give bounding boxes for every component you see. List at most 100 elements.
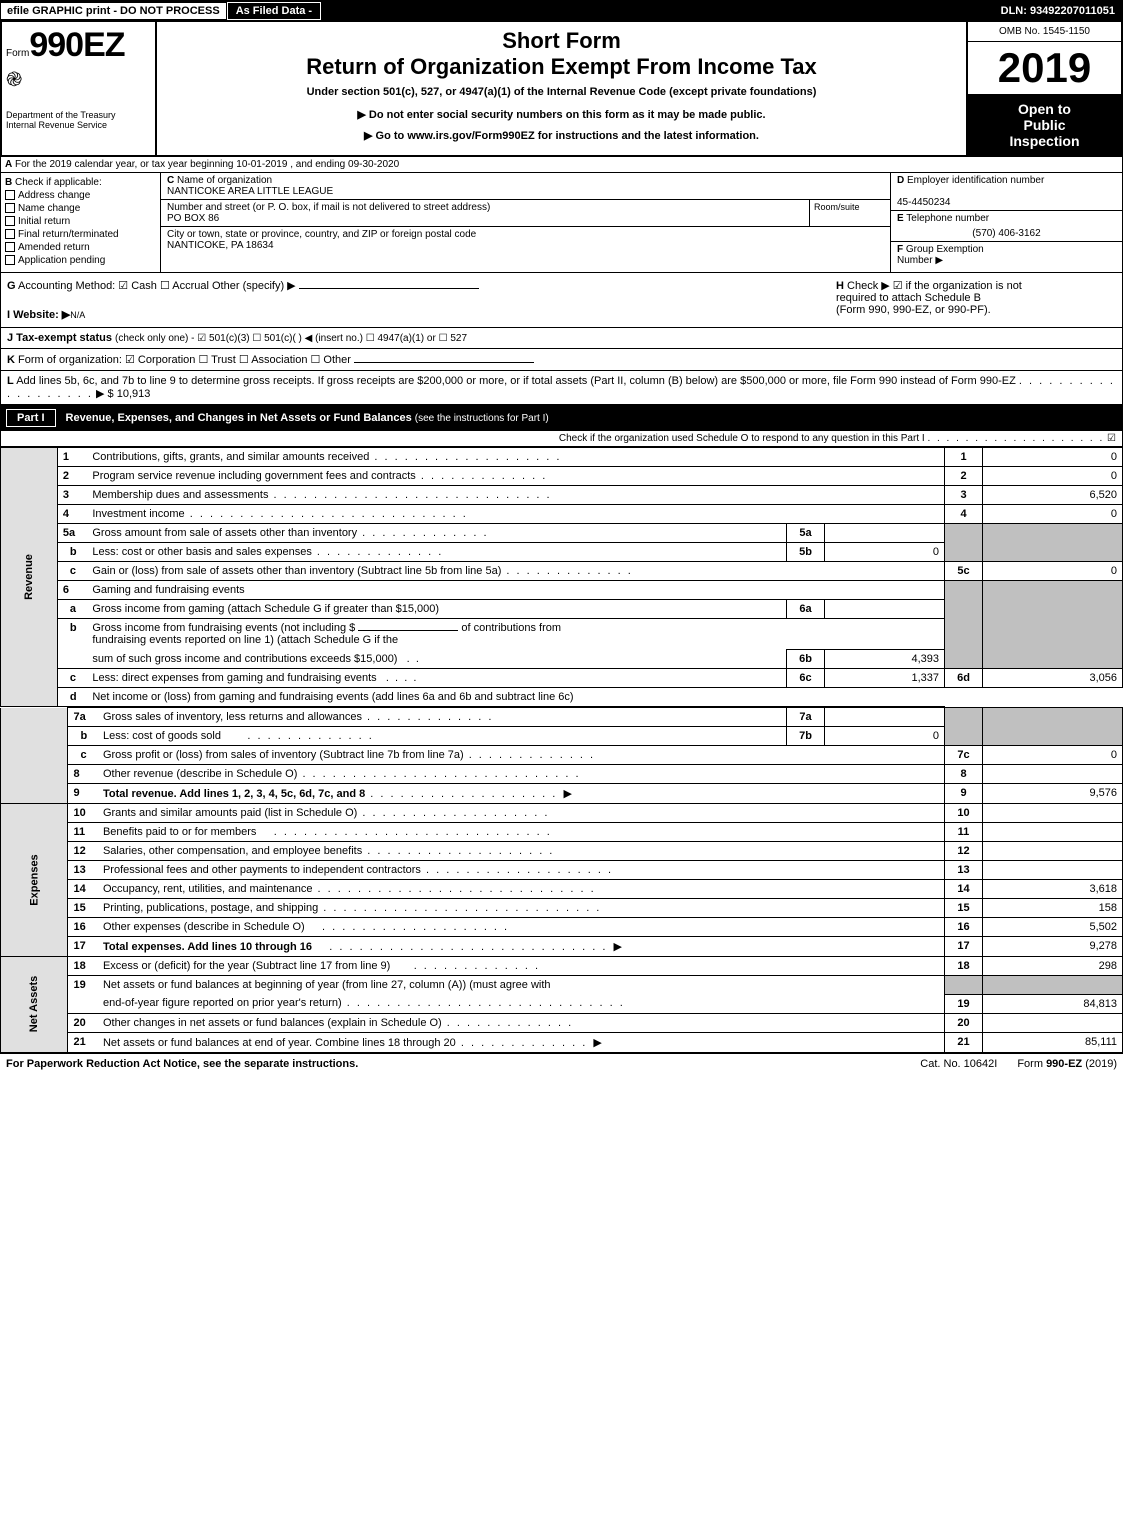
line-value: 84,813 [983, 994, 1123, 1013]
line-desc: end-of-year figure reported on prior yea… [98, 994, 945, 1013]
section-k: K Form of organization: ☑ Corporation ☐ … [0, 349, 1123, 371]
section-b: B Check if applicable: Address change Na… [1, 173, 161, 272]
shaded-cell [945, 524, 983, 562]
form-top: Form 990EZ ֎ Department of the Treasury … [0, 22, 1123, 157]
table-row: 12 Salaries, other compensation, and emp… [1, 842, 1123, 861]
group-number-label: Number ▶ [897, 255, 943, 266]
line-desc: Net assets or fund balances at end of ye… [98, 1032, 945, 1052]
line-desc: Net income or (loss) from gaming and fun… [87, 688, 944, 707]
line-desc: Other changes in net assets or fund bala… [98, 1013, 945, 1032]
col-num: 17 [945, 937, 983, 957]
line-num: a [57, 600, 87, 619]
line-desc: Gross income from fundraising events (no… [87, 619, 944, 650]
line-value: 298 [983, 957, 1123, 976]
other-specify-blank[interactable] [299, 288, 479, 289]
section-d: D Employer identification number 45-4450… [891, 173, 1122, 211]
part1-title: Revenue, Expenses, and Changes in Net As… [66, 412, 549, 424]
line-desc: Gross sales of inventory, less returns a… [98, 708, 787, 727]
form-number: 990EZ [29, 26, 124, 65]
ssn-note: ▶ Do not enter social security numbers o… [163, 108, 960, 121]
col-num: 9 [945, 784, 983, 804]
section-bcdef: B Check if applicable: Address change Na… [0, 173, 1123, 273]
line-desc: Printing, publications, postage, and shi… [98, 899, 945, 918]
sub-num: 5b [787, 543, 825, 562]
table-row: d Net income or (loss) from gaming and f… [1, 688, 1123, 707]
cb-application-pending[interactable]: Application pending [5, 255, 156, 266]
sub-num: 6b [787, 650, 825, 669]
dept-label: Department of the Treasury [6, 110, 151, 120]
section-j: J Tax-exempt status (check only one) - ☑… [0, 328, 1123, 349]
line-value [983, 842, 1123, 861]
inspection: Inspection [974, 133, 1115, 149]
sub-val [825, 600, 945, 619]
line-num: b [57, 543, 87, 562]
part1-header: Part I Revenue, Expenses, and Changes in… [0, 405, 1123, 431]
tax-year: 2019 [968, 42, 1121, 95]
table-row: 20 Other changes in net assets or fund b… [1, 1013, 1123, 1032]
dln-label: DLN: 93492207011051 [993, 3, 1123, 19]
form-prefix: Form [6, 48, 29, 59]
contributions-blank[interactable] [358, 630, 458, 631]
line-value: 85,111 [983, 1032, 1123, 1052]
line-desc: Other expenses (describe in Schedule O) [98, 918, 945, 937]
col-num: 21 [945, 1032, 983, 1052]
line-num: 11 [68, 823, 98, 842]
line-value: 0 [983, 467, 1123, 486]
line-desc: Professional fees and other payments to … [98, 861, 945, 880]
part1-check-mark: ☑ [1107, 433, 1116, 444]
treasury-seal-icon: ֎ [6, 65, 151, 92]
sub-val: 4,393 [825, 650, 945, 669]
line-num: 16 [68, 918, 98, 937]
sub-num: 5a [787, 524, 825, 543]
cb-amended-return[interactable]: Amended return [5, 242, 156, 253]
sub-val [825, 524, 945, 543]
line-desc: Total revenue. Add lines 1, 2, 3, 4, 5c,… [98, 784, 945, 804]
phone-label: Telephone number [906, 213, 989, 224]
line-desc: Program service revenue including govern… [87, 467, 944, 486]
line-num: 17 [68, 937, 98, 957]
other-org-blank[interactable] [354, 362, 534, 363]
line-desc: Gross income from gaming (attach Schedul… [87, 600, 786, 619]
part1-table-cont: 7a Gross sales of inventory, less return… [0, 707, 1123, 1053]
line-desc: Occupancy, rent, utilities, and maintena… [98, 880, 945, 899]
line-num: 21 [68, 1032, 98, 1052]
shaded-cell [983, 976, 1123, 995]
as-filed-label: As Filed Data - [227, 2, 321, 20]
omb-number: OMB No. 1545-1150 [968, 22, 1121, 42]
line-value: 6,520 [983, 486, 1123, 505]
line-num: 14 [68, 880, 98, 899]
cb-name-change[interactable]: Name change [5, 203, 156, 214]
expenses-side-label: Expenses [1, 804, 68, 957]
cb-address-change[interactable]: Address change [5, 190, 156, 201]
l-amount: ▶ $ 10,913 [96, 388, 150, 400]
line-num: 9 [68, 784, 98, 804]
line-desc: Grants and similar amounts paid (list in… [98, 804, 945, 823]
line-desc: Investment income [87, 505, 944, 524]
table-row: 7a Gross sales of inventory, less return… [1, 708, 1123, 727]
section-l: L Add lines 5b, 6c, and 7b to line 9 to … [0, 371, 1123, 405]
revenue-side-label-cont [1, 708, 68, 804]
h-line2: required to attach Schedule B [836, 292, 981, 304]
section-b-label: B [5, 177, 12, 188]
group-exemption-label: Group Exemption [906, 244, 984, 255]
org-name: NANTICOKE AREA LITTLE LEAGUE [167, 186, 333, 197]
table-row: c Gain or (loss) from sale of assets oth… [1, 562, 1123, 581]
efile-label: efile GRAPHIC print - DO NOT PROCESS [0, 2, 227, 20]
line-desc: Total expenses. Add lines 10 through 16 … [98, 937, 945, 957]
line-num: 15 [68, 899, 98, 918]
addr-label: Number and street (or P. O. box, if mail… [167, 202, 490, 213]
f-label: F [897, 244, 903, 255]
street-cell: Number and street (or P. O. box, if mail… [161, 200, 810, 227]
table-row: end-of-year figure reported on prior yea… [1, 994, 1123, 1013]
line-num: 10 [68, 804, 98, 823]
col-num: 10 [945, 804, 983, 823]
cb-final-return[interactable]: Final return/terminated [5, 229, 156, 240]
line-num-blank [57, 650, 87, 669]
line-value: 0 [983, 562, 1123, 581]
col-num: 7c [945, 746, 983, 765]
city-cell: City or town, state or province, country… [161, 227, 890, 253]
cb-initial-return[interactable]: Initial return [5, 216, 156, 227]
table-row: c Gross profit or (loss) from sales of i… [1, 746, 1123, 765]
line-num: 7a [68, 708, 98, 727]
table-row: 6 Gaming and fundraising events [1, 581, 1123, 600]
